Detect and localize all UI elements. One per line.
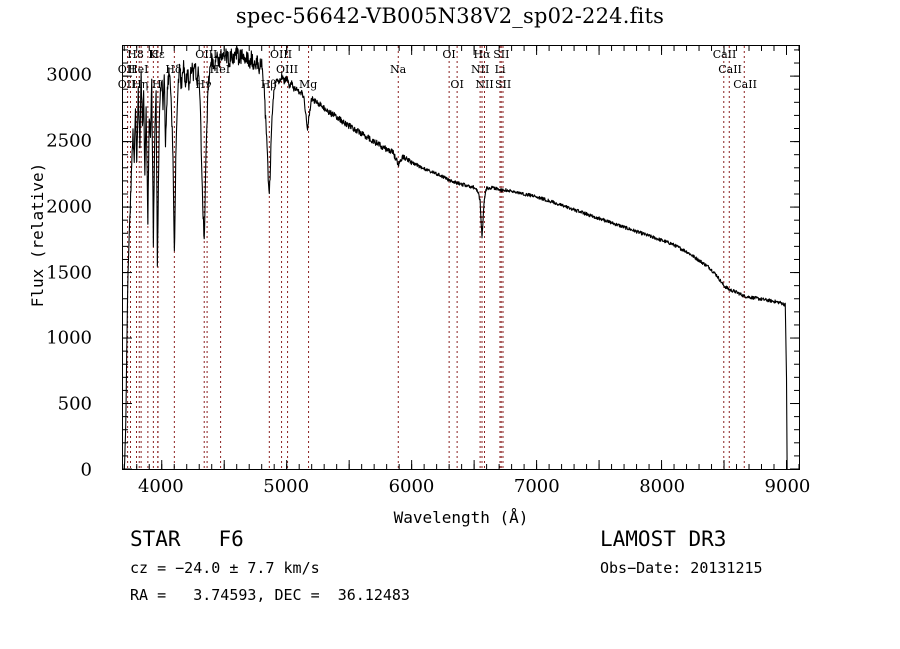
spectral-line-label-oiii: OIII — [276, 63, 299, 76]
spectral-line-label-hei: HeI — [128, 63, 149, 76]
spectral-line-label-h: Hε — [149, 48, 165, 61]
radial-velocity: cz = −24.0 ± 7.7 km/s — [130, 559, 320, 578]
y-tick-text: 1000 — [46, 327, 92, 349]
x-tick-label-6000: 6000 — [389, 476, 435, 497]
spectrum-canvas — [123, 46, 799, 469]
y-tick-text: 3000 — [46, 64, 92, 86]
spectral-line-label-hei: HeI — [209, 63, 231, 76]
spectral-line-label-caii: CaII — [712, 48, 737, 61]
spectral-line-label-oi: OI — [442, 48, 456, 61]
x-tick-label-8000: 8000 — [639, 476, 685, 497]
spectral-line-label-h: Hη — [132, 78, 149, 91]
spectral-line-label-h: Hα — [473, 48, 491, 61]
x-tick-text: 5000 — [263, 476, 310, 497]
spectral-line-label-h: H — [152, 78, 162, 91]
spectral-line-label-oii: OII — [117, 78, 136, 91]
spectral-line-label-oiii: OIII — [195, 48, 218, 61]
spectral-line-label-k: K — [148, 48, 157, 61]
plot-area — [123, 46, 799, 469]
y-tick-text: 0 — [80, 459, 92, 481]
y-tick-label-2000: 2000 — [46, 196, 92, 217]
x-tick-text: 4000 — [137, 476, 184, 497]
plot-frame — [122, 45, 800, 470]
spectral-line-label-h: Hβ — [260, 78, 277, 91]
spectral-line-label-h8: H8 — [127, 48, 144, 61]
object-type: STAR F6 — [130, 527, 244, 551]
spectral-line-label-oi: OI — [450, 78, 464, 91]
x-tick-label-7000: 7000 — [514, 476, 560, 497]
observation-date: Obs−Date: 20131215 — [600, 559, 763, 578]
x-tick-label-4000: 4000 — [138, 476, 184, 497]
x-tick-text: 6000 — [388, 476, 435, 497]
spectral-line-label-nii: NII — [471, 63, 490, 76]
x-tick-label-5000: 5000 — [263, 476, 309, 497]
x-axis-label: Wavelength (Å) — [393, 508, 529, 527]
spectral-line-label-sii: SII — [494, 78, 512, 91]
spectral-line-label-li: Li — [494, 63, 506, 76]
spectral-line-label-h: Hγ — [195, 78, 212, 91]
x-tick-text: 9000 — [764, 476, 811, 497]
footer-info: STAR F6 cz = −24.0 ± 7.7 km/s RA = 3.745… — [0, 528, 900, 638]
y-tick-text: 1500 — [46, 262, 92, 284]
spectral-line-label-mg: Mg — [298, 78, 318, 91]
y-tick-label-2500: 2500 — [46, 131, 92, 152]
y-tick-text: 2000 — [46, 196, 92, 218]
y-tick-label-1500: 1500 — [46, 262, 92, 283]
footer-left-column: STAR F6 cz = −24.0 ± 7.7 km/s RA = 3.745… — [130, 528, 410, 604]
coordinates: RA = 3.74593, DEC = 36.12483 — [130, 585, 410, 604]
survey-name: LAMOST DR3 — [600, 527, 727, 551]
spectral-line-label-oiii: OIII — [270, 48, 293, 61]
x-tick-label-9000: 9000 — [765, 476, 811, 497]
spectral-line-label-caii: CaII — [733, 78, 757, 91]
spectral-line-label-h: Hδ — [165, 63, 182, 76]
y-tick-text: 500 — [57, 393, 92, 415]
y-tick-label-500: 500 — [58, 394, 92, 415]
spectral-line-label-sii: SII — [493, 48, 510, 61]
spectral-line-label-caii: CaII — [718, 63, 742, 76]
y-tick-label-1000: 1000 — [46, 328, 92, 349]
spectral-line-label-na: Na — [389, 63, 407, 76]
footer-right-column: LAMOST DR3 Obs−Date: 20131215 — [600, 528, 763, 577]
spectral-line-label-nii: NII — [475, 78, 494, 91]
page-title: spec-56642-VB005N38V2_sp02-224.fits — [235, 4, 665, 28]
y-tick-label-0: 0 — [81, 460, 92, 481]
spectral-line-label-oii: OII — [117, 63, 136, 76]
y-tick-text: 2500 — [46, 130, 92, 152]
x-tick-text: 7000 — [513, 476, 560, 497]
x-tick-text: 8000 — [639, 476, 686, 497]
y-tick-label-3000: 3000 — [46, 65, 92, 86]
